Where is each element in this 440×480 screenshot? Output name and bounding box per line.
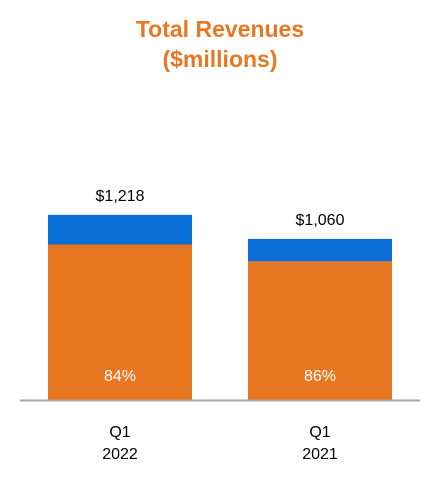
bar-segment-primary [48,244,192,400]
share-label: 86% [304,368,336,385]
chart-title-line2: ($millions) [162,46,278,72]
total-label: $1,060 [296,212,345,229]
category-label-line1: Q1 [309,424,330,441]
chart-title: Total Revenues ($millions) [0,14,440,74]
bar-segment-primary [248,261,392,400]
share-label: 84% [104,368,136,385]
chart-title-line1: Total Revenues [135,16,305,42]
category-label-line1: Q1 [109,424,130,441]
total-label: $1,218 [96,188,145,205]
bar-segment-secondary [48,214,192,245]
category-label-line2: 2022 [102,446,138,463]
category-label-line2: 2021 [302,446,338,463]
bar-segment-secondary [248,238,392,262]
